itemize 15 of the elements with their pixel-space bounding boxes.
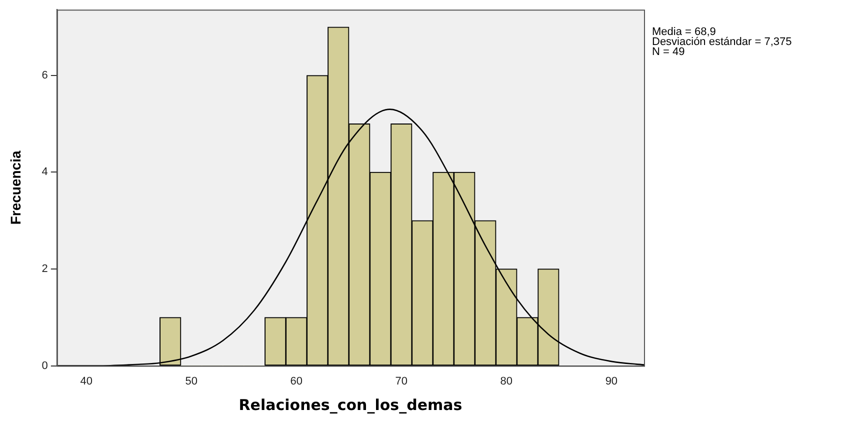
y-tick-label: 2 [42,263,48,276]
y-tick-label: 0 [42,360,48,372]
x-tick-label: 60 [290,375,302,388]
x-tick-label: 50 [185,375,198,388]
x-tick-label: 90 [605,375,618,388]
y-tick-label: 6 [42,69,48,82]
x-tick-label: 40 [80,375,92,388]
text: Desviación estándar = 7,375 [652,36,792,48]
x-tick-label: 70 [395,375,408,388]
x-axis-title: Relaciones_con_los_demas [238,396,462,414]
text: N = 49 [652,46,686,58]
y-axis-title: Frecuencia [7,150,24,225]
y-tick-label: 4 [42,166,48,178]
text: Media = 68,9 [652,26,716,38]
x-tick-label: 80 [500,375,513,388]
